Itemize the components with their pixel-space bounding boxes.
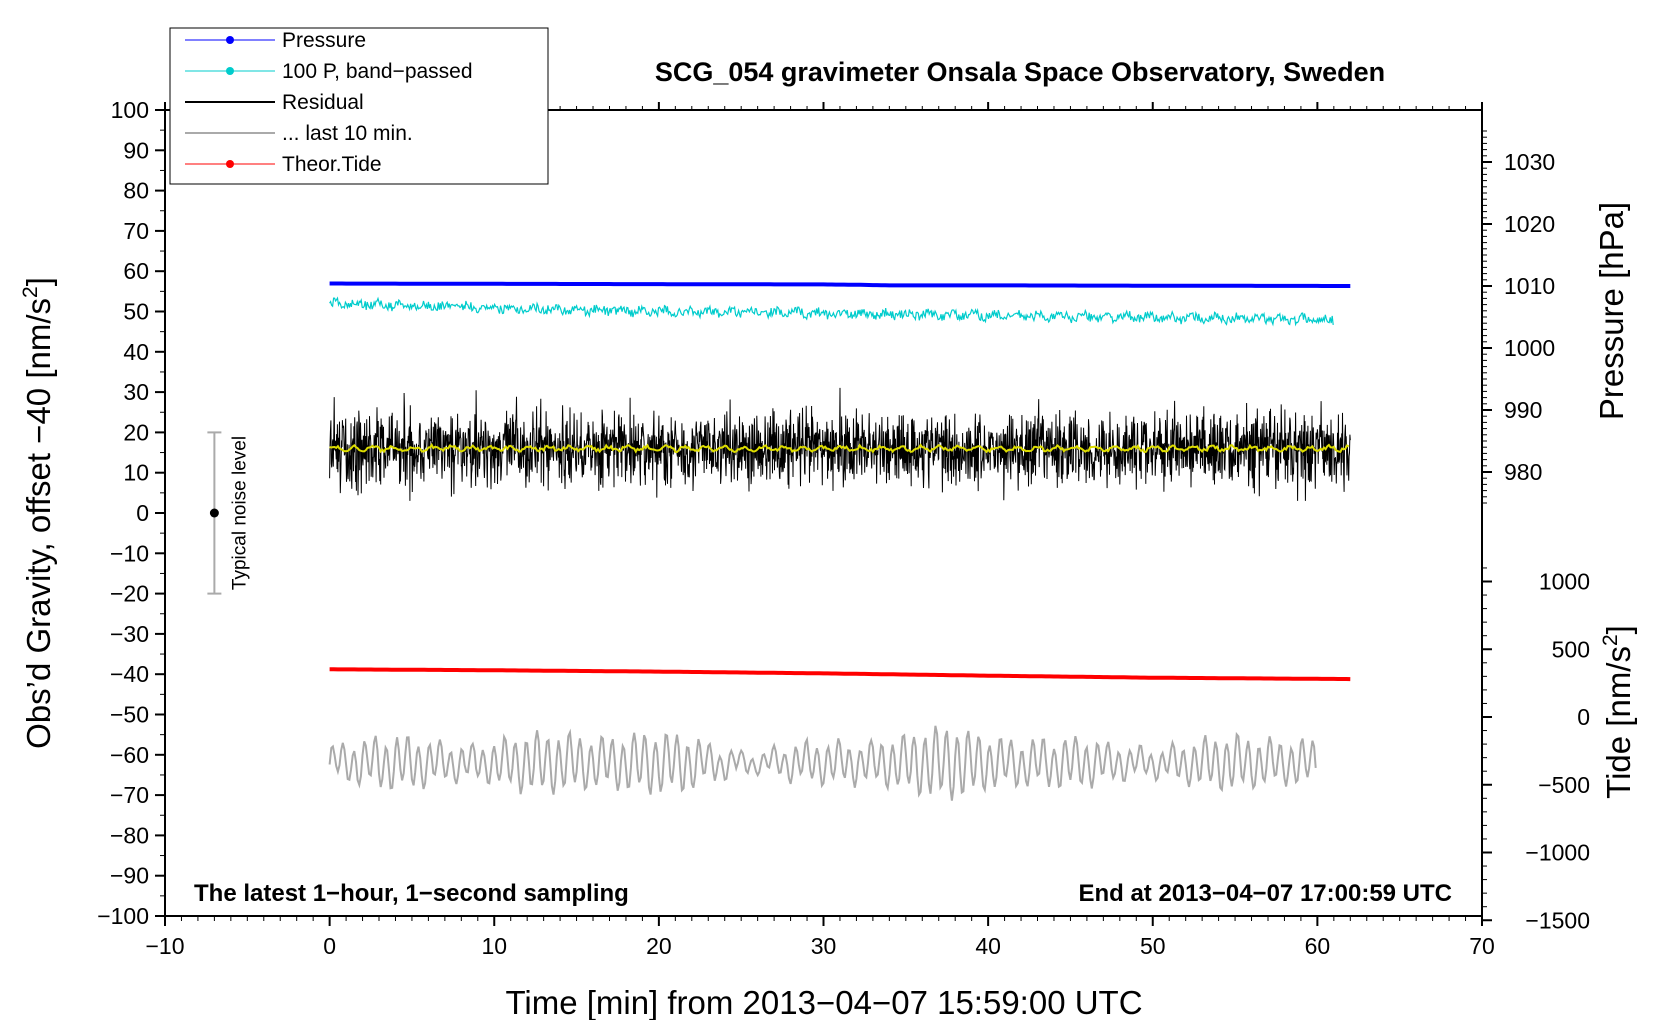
legend-label: Residual xyxy=(282,91,364,114)
plot-frame xyxy=(164,109,1483,917)
pressure-tick-label: 1030 xyxy=(1504,149,1555,175)
x-axis: −10 0 10 20 30 40 50 60 70 xyxy=(145,102,1495,959)
y-tick-label: 0 xyxy=(136,500,149,526)
y-tick-label: −10 xyxy=(110,540,149,566)
chart-title: SCG_054 gravimeter Onsala Space Observat… xyxy=(655,57,1385,87)
legend-marker xyxy=(226,36,234,44)
x-tick-label: 10 xyxy=(481,933,507,959)
y-tick-label: 20 xyxy=(123,419,149,445)
x-tick-label: 60 xyxy=(1305,933,1331,959)
y-tick-label: −30 xyxy=(110,621,149,647)
x-tick-label: 20 xyxy=(646,933,672,959)
minor-ticks xyxy=(160,106,1487,921)
annotation-left: The latest 1−hour, 1−second sampling xyxy=(194,880,629,907)
legend-marker xyxy=(226,160,234,168)
noise-bar-label: Typical noise level xyxy=(229,436,250,590)
series-100p-bandpassed xyxy=(329,296,1334,327)
x-tick-label: 70 xyxy=(1469,933,1495,959)
y-axis-pressure: 980 990 1000 1010 1020 1030 xyxy=(1482,149,1555,485)
x-tick-label: 50 xyxy=(1140,933,1166,959)
y-tick-label: −60 xyxy=(110,742,149,768)
legend-label: 100 P, band−passed xyxy=(282,60,473,83)
pressure-tick-label: 1000 xyxy=(1504,335,1555,361)
y-tick-label: 70 xyxy=(123,218,149,244)
y-tick-label: 90 xyxy=(123,137,149,163)
y-tick-label: 30 xyxy=(123,379,149,405)
tide-tick-label: 0 xyxy=(1577,704,1590,730)
pressure-tick-label: 990 xyxy=(1504,397,1542,423)
tide-tick-label: 500 xyxy=(1552,636,1590,662)
pressure-tick-label: 1010 xyxy=(1504,273,1555,299)
y-tick-label: −100 xyxy=(97,903,149,929)
y-tick-label: −40 xyxy=(110,661,149,687)
series-last-10-min xyxy=(328,725,1317,801)
y-axis-tide-title-sup: 2 xyxy=(1599,634,1622,646)
y-tick-label: −90 xyxy=(110,863,149,889)
tide-tick-label: −1000 xyxy=(1525,840,1590,866)
y-axis-left-title-main: Obs’d Gravity, offset −40 [nm/s xyxy=(20,298,57,749)
y-axis-tide: 1000 500 0 −500 −1000 −1500 xyxy=(1482,569,1590,933)
noise-bar-center xyxy=(209,508,219,518)
annotation-right: End at 2013−04−07 17:00:59 UTC xyxy=(1078,880,1452,907)
y-axis-pressure-title: Pressure [hPa] xyxy=(1593,202,1630,420)
y-axis-tide-title-close: ] xyxy=(1600,625,1637,634)
x-tick-label: 0 xyxy=(323,933,336,959)
series-theor-tide xyxy=(329,667,1351,682)
legend-label: ... last 10 min. xyxy=(282,122,413,145)
noise-bar: Typical noise level xyxy=(207,431,250,595)
legend-marker xyxy=(226,67,234,75)
y-axis-left-title: Obs’d Gravity, offset −40 [nm/s2] xyxy=(19,277,57,749)
y-axis-left: 1009080706050403020100−10−20−30−40−50−60… xyxy=(97,97,165,929)
tide-tick-label: −500 xyxy=(1538,772,1590,798)
series-pressure xyxy=(329,281,1351,288)
y-axis-tide-title: Tide [nm/s2] xyxy=(1599,625,1637,799)
y-tick-label: 60 xyxy=(123,258,149,284)
legend-box xyxy=(169,27,549,185)
legend-label: Pressure xyxy=(282,29,366,52)
y-tick-label: −20 xyxy=(110,581,149,607)
x-tick-label: 40 xyxy=(975,933,1001,959)
x-tick-label: 30 xyxy=(811,933,837,959)
y-tick-label: −70 xyxy=(110,782,149,808)
legend: Pressure 100 P, band−passed Residual ... la… xyxy=(169,27,549,185)
y-axis-left-title-sup: 2 xyxy=(19,286,42,298)
y-tick-label: 40 xyxy=(123,339,149,365)
pressure-tick-label: 980 xyxy=(1504,459,1542,485)
x-axis-title: Time [min] from 2013−04−07 15:59:00 UTC xyxy=(505,984,1142,1020)
pressure-tick-label: 1020 xyxy=(1504,211,1555,237)
series-layer xyxy=(328,281,1351,801)
y-axis-tide-title-main: Tide [nm/s xyxy=(1600,646,1637,799)
x-tick-label: −10 xyxy=(145,933,184,959)
y-tick-label: 100 xyxy=(111,97,149,123)
y-tick-label: 10 xyxy=(123,460,149,486)
tide-tick-label: −1500 xyxy=(1525,907,1590,933)
legend-label: Theor.Tide xyxy=(282,153,382,176)
y-tick-label: 50 xyxy=(123,299,149,325)
y-tick-label: 80 xyxy=(123,178,149,204)
tide-tick-label: 1000 xyxy=(1539,569,1590,595)
y-tick-label: −80 xyxy=(110,822,149,848)
series-residual-smoothed xyxy=(329,442,1350,454)
series-residual xyxy=(329,387,1351,501)
legend-items: Pressure 100 P, band−passed Residual ... la… xyxy=(185,29,473,176)
y-axis-left-title-close: ] xyxy=(20,277,57,286)
y-tick-label: −50 xyxy=(110,702,149,728)
